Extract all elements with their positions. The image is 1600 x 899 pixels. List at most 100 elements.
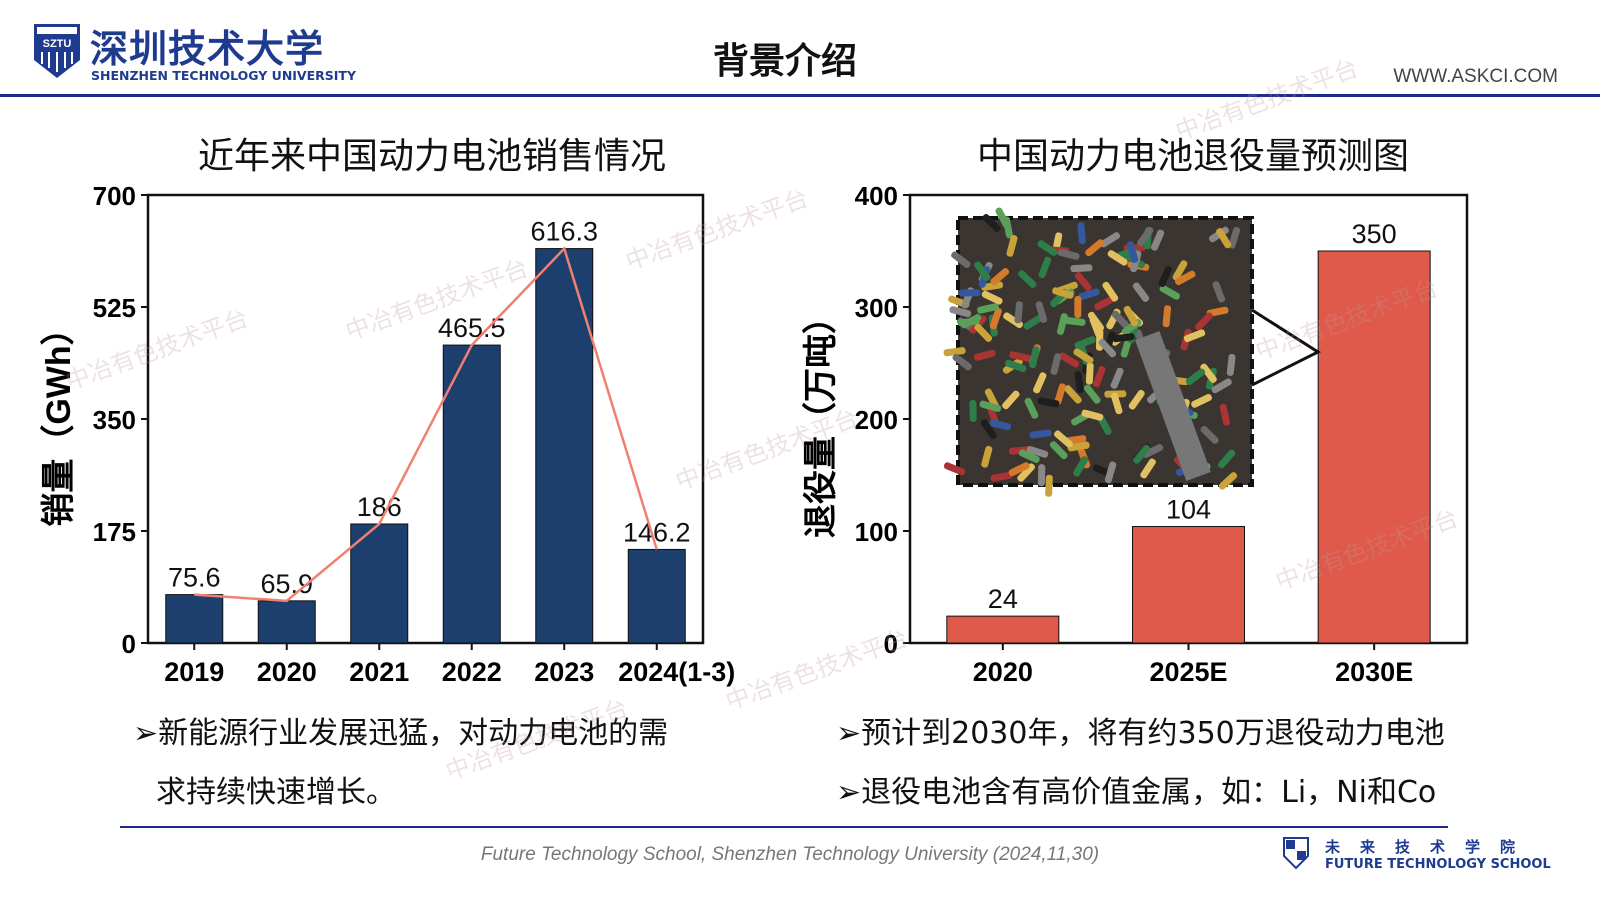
battery (1033, 372, 1047, 394)
bar-2023 (535, 248, 594, 644)
bar-2025E (1132, 526, 1245, 644)
y-tick-label: 525 (93, 293, 136, 323)
battery (1185, 368, 1206, 386)
battery (982, 214, 1001, 232)
battery (1077, 222, 1086, 245)
sztu-logo-icon: SZTU (34, 24, 80, 78)
x-tick-label: 2024(1-3) (618, 657, 735, 687)
logo-subtitle: SHENZHEN TECHNOLOGY UNIVERSITY (91, 68, 356, 83)
battery (1002, 390, 1020, 410)
battery (1038, 256, 1052, 279)
battery (1142, 444, 1164, 458)
x-tick-label: 2022 (442, 657, 502, 687)
x-tick-label: 2020 (973, 657, 1033, 687)
battery (981, 445, 993, 468)
data-label: 104 (1166, 495, 1211, 525)
battery (980, 419, 997, 440)
battery (1074, 336, 1096, 350)
data-label: 146.2 (623, 517, 691, 547)
callout-pointer (1251, 308, 1322, 387)
data-label: 75.6 (168, 563, 221, 593)
bar-2022 (442, 344, 501, 644)
sales-chart: 近年来中国动力电池销售情况 0 175 350 525 700 75.6 2019 65.9 20… (39, 135, 735, 687)
battery (1110, 392, 1123, 415)
bullet-left-2: 求持续快速增长。 (156, 775, 396, 810)
y-tick-label: 700 (93, 181, 136, 211)
battery (1070, 264, 1093, 273)
battery (1008, 462, 1030, 477)
battery (943, 462, 966, 476)
y-tick-label: 350 (93, 405, 136, 435)
battery (1035, 301, 1048, 323)
battery (1017, 463, 1035, 482)
battery (1083, 384, 1101, 404)
battery (1003, 312, 1024, 329)
battery (981, 281, 1004, 291)
battery (951, 251, 971, 268)
battery (949, 306, 972, 318)
y-tick-label: 0 (122, 629, 136, 659)
battery (1094, 295, 1115, 311)
battery (1128, 389, 1145, 410)
x-tick-label: 2030E (1335, 657, 1413, 687)
battery (990, 471, 1013, 482)
school-name-en: FUTURE TECHNOLOGY SCHOOL (1325, 857, 1551, 872)
data-label: 186 (357, 492, 402, 522)
battery (1216, 228, 1232, 249)
battery (1018, 270, 1037, 288)
battery (1049, 441, 1068, 460)
retirement-chart: 中国动力电池退役量预测图 0 100 200 300 400 24 2020 104 2025E 3… (801, 135, 1469, 687)
battery (990, 268, 1010, 286)
y-tick-label: 400 (855, 181, 898, 211)
battery (974, 261, 991, 282)
battery (995, 207, 1010, 229)
x-tick-label: 2020 (257, 657, 317, 687)
battery (1092, 366, 1106, 388)
data-label: 350 (1352, 219, 1397, 249)
battery (1073, 348, 1094, 364)
battery (960, 313, 982, 329)
bar-2030E (1317, 250, 1431, 644)
x-tick-label: 2021 (349, 657, 409, 687)
chart-title: 近年来中国动力电池销售情况 (198, 135, 666, 176)
y-tick-label: 300 (855, 293, 898, 323)
plot-frame (146, 193, 705, 645)
battery (1054, 430, 1073, 448)
battery (1024, 397, 1039, 419)
battery (989, 307, 1002, 330)
footer-divider (120, 826, 1448, 828)
battery (1098, 338, 1117, 358)
battery (1058, 352, 1080, 368)
logo-title: 深圳技术大学 (90, 27, 325, 71)
bullet-left-1: ➢新能源行业发展迅猛，对动力电池的需 (133, 716, 669, 751)
battery (1162, 305, 1172, 328)
battery (1218, 472, 1238, 490)
battery (1102, 281, 1119, 302)
battery (1050, 353, 1062, 375)
battery (1133, 444, 1151, 464)
battery (1140, 458, 1156, 479)
waste-batteries-photo (943, 207, 1254, 497)
battery (977, 303, 999, 314)
battery (1107, 250, 1128, 266)
y-tick-label: 175 (93, 517, 136, 547)
battery (1200, 363, 1217, 383)
x-tick-label: 2023 (534, 657, 594, 687)
battery (1172, 260, 1188, 281)
data-label: 465.5 (438, 313, 506, 343)
battery (1064, 385, 1082, 404)
battery (1026, 445, 1049, 458)
battery (1074, 371, 1084, 394)
battery (1183, 329, 1206, 343)
battery (1104, 461, 1117, 484)
battery (952, 353, 972, 371)
battery (1110, 367, 1124, 389)
battery (1014, 301, 1023, 324)
battery (1057, 248, 1080, 260)
battery (1158, 266, 1172, 288)
battery (989, 419, 1012, 431)
battery (1174, 270, 1196, 286)
footer-text: Future Technology School, Shenzhen Techn… (480, 844, 1100, 865)
x-tick-label: 2019 (164, 657, 224, 687)
